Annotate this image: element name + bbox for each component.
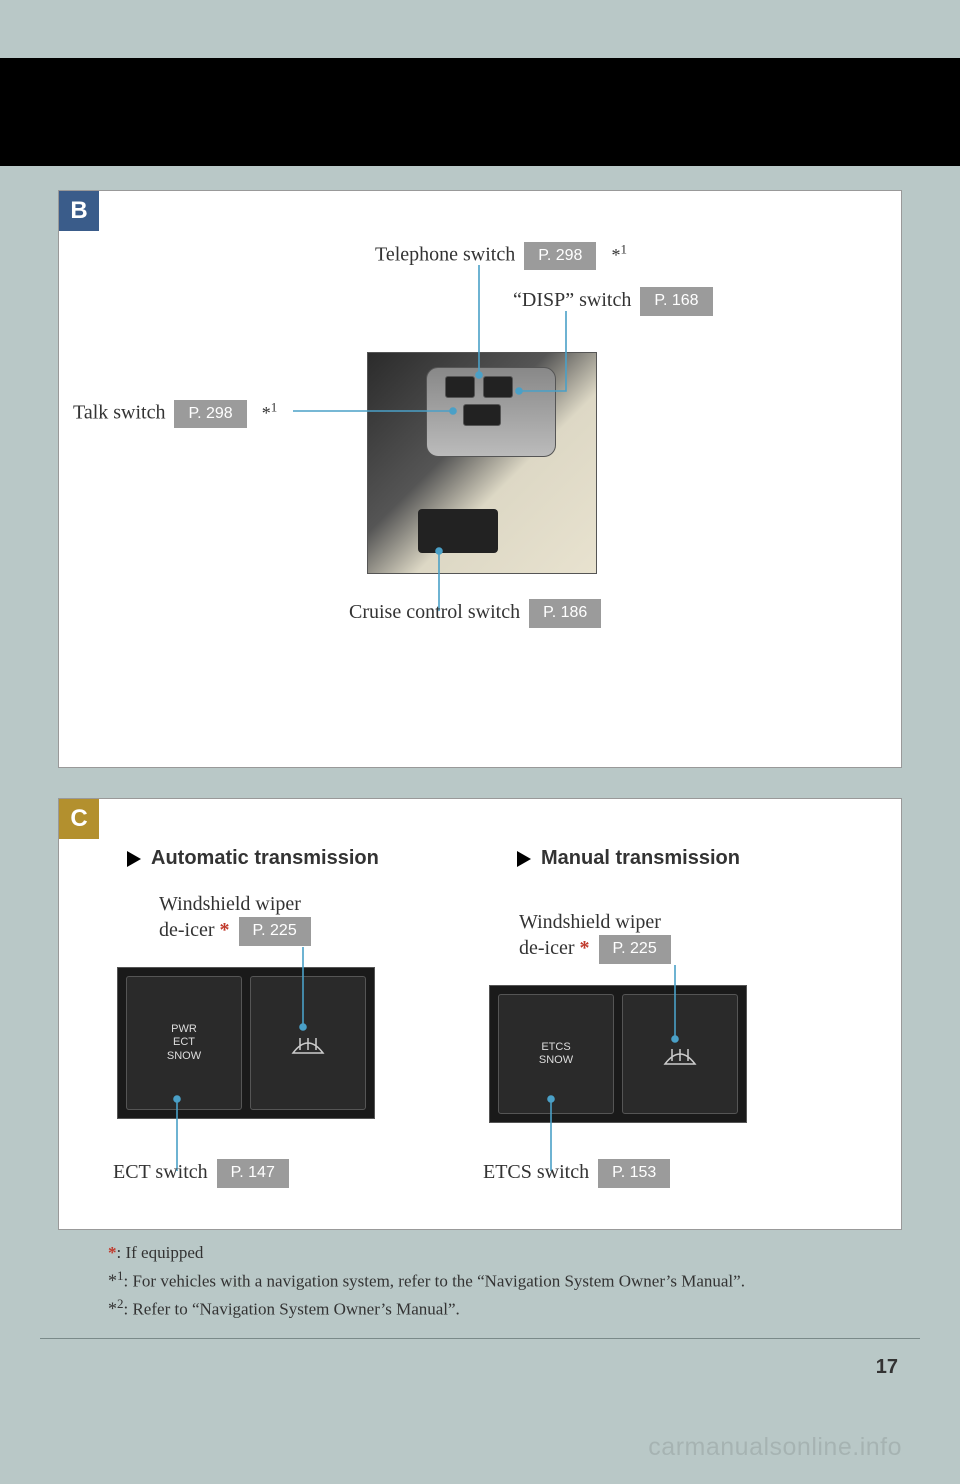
auto-wiper-callout: Windshield wiper de-icer * P. 225 [159,891,311,946]
manual-wiper-page: P. 225 [599,935,671,964]
fn1-text: : For vehicles with a navigation system,… [124,1271,745,1290]
auto-wiper-ast: * [220,919,230,941]
ect-ect: ECT [173,1036,195,1049]
triangle-icon-2 [517,851,531,867]
manual-deicer-button [622,994,738,1114]
talk-label: Talk switch [73,402,165,424]
panel-letter-c: C [59,799,99,839]
ect-pwr: PWR [171,1023,197,1036]
manual-wiper-line1: Windshield wiper [519,909,671,935]
ect-snow: SNOW [167,1050,201,1063]
fn2-text: : Refer to “Navigation System Owner’s Ma… [124,1300,460,1319]
etcs-button: ETCS SNOW [498,994,614,1114]
auto-wiper-line1: Windshield wiper [159,891,311,917]
button-pad [426,367,556,457]
manual-heading-text: Manual transmission [541,847,740,870]
etcs-page: P. 153 [598,1159,670,1188]
telephone-page: P. 298 [524,242,596,271]
talk-callout: Talk switch P. 298 *1 [73,399,277,428]
footnote-1: *1: For vehicles with a navigation syste… [108,1266,900,1295]
disp-label: “DISP” switch [513,289,631,311]
auto-heading-text: Automatic transmission [151,847,379,870]
panel-letter-c-text: C [70,805,87,833]
triangle-icon [127,851,141,867]
etcs-snow: SNOW [539,1054,573,1067]
phone-button-icon [445,376,475,398]
disp-page: P. 168 [640,287,712,316]
telephone-callout: Telephone switch P. 298 *1 [375,241,627,270]
cruise-label: Cruise control switch [349,601,520,623]
cruise-stalk [418,509,498,553]
watermark: carmanualsonline.info [648,1433,902,1462]
manual-heading: Manual transmission [517,847,740,870]
panel-letter-b-text: B [70,197,87,225]
talk-button-icon [463,404,501,426]
footnotes: *: If equipped *1: For vehicles with a n… [108,1240,900,1323]
ect-button: PWR ECT SNOW [126,976,242,1110]
auto-photo: PWR ECT SNOW [117,967,375,1119]
panel-b: B Telephone switch P. 298 *1 [58,190,902,768]
talk-page: P. 298 [174,400,246,429]
defrost-icon-2 [660,1039,700,1069]
footnote-ast: *: If equipped [108,1240,900,1266]
manual-wiper-ast: * [580,937,590,959]
panel-c: C Automatic transmission Windshield wipe… [58,798,902,1230]
etcs-etcs: ETCS [541,1041,570,1054]
ect-callout: ECT switch P. 147 [113,1159,289,1188]
disp-button-icon [483,376,513,398]
etcs-callout: ETCS switch P. 153 [483,1159,670,1188]
etcs-label: ETCS switch [483,1161,589,1183]
telephone-label: Telephone switch [375,244,515,266]
talk-note: 1 [271,399,278,414]
fn-ast-mark: * [108,1243,117,1262]
auto-wiper-page: P. 225 [239,917,311,946]
panel-letter-b: B [59,191,99,231]
manual-wiper-callout: Windshield wiper de-icer * P. 225 [519,909,671,964]
cruise-callout: Cruise control switch P. 186 [349,599,601,628]
auto-deicer-button [250,976,366,1110]
manual-wiper-line2: de-icer [519,937,575,959]
ect-page: P. 147 [217,1159,289,1188]
auto-heading: Automatic transmission [127,847,379,870]
telephone-note: 1 [620,241,627,256]
page-number: 17 [876,1356,898,1379]
steering-photo [367,352,597,574]
header-blackbar [0,58,960,166]
disp-callout: “DISP” switch P. 168 [513,287,713,316]
manual-photo: ETCS SNOW [489,985,747,1123]
defrost-icon [288,1028,328,1058]
cruise-page: P. 186 [529,599,601,628]
footnote-2: *2: Refer to “Navigation System Owner’s … [108,1294,900,1323]
auto-wiper-line2: de-icer [159,919,215,941]
footer-rule [40,1338,920,1339]
ect-label: ECT switch [113,1161,208,1183]
fn-ast-text: : If equipped [117,1243,204,1262]
